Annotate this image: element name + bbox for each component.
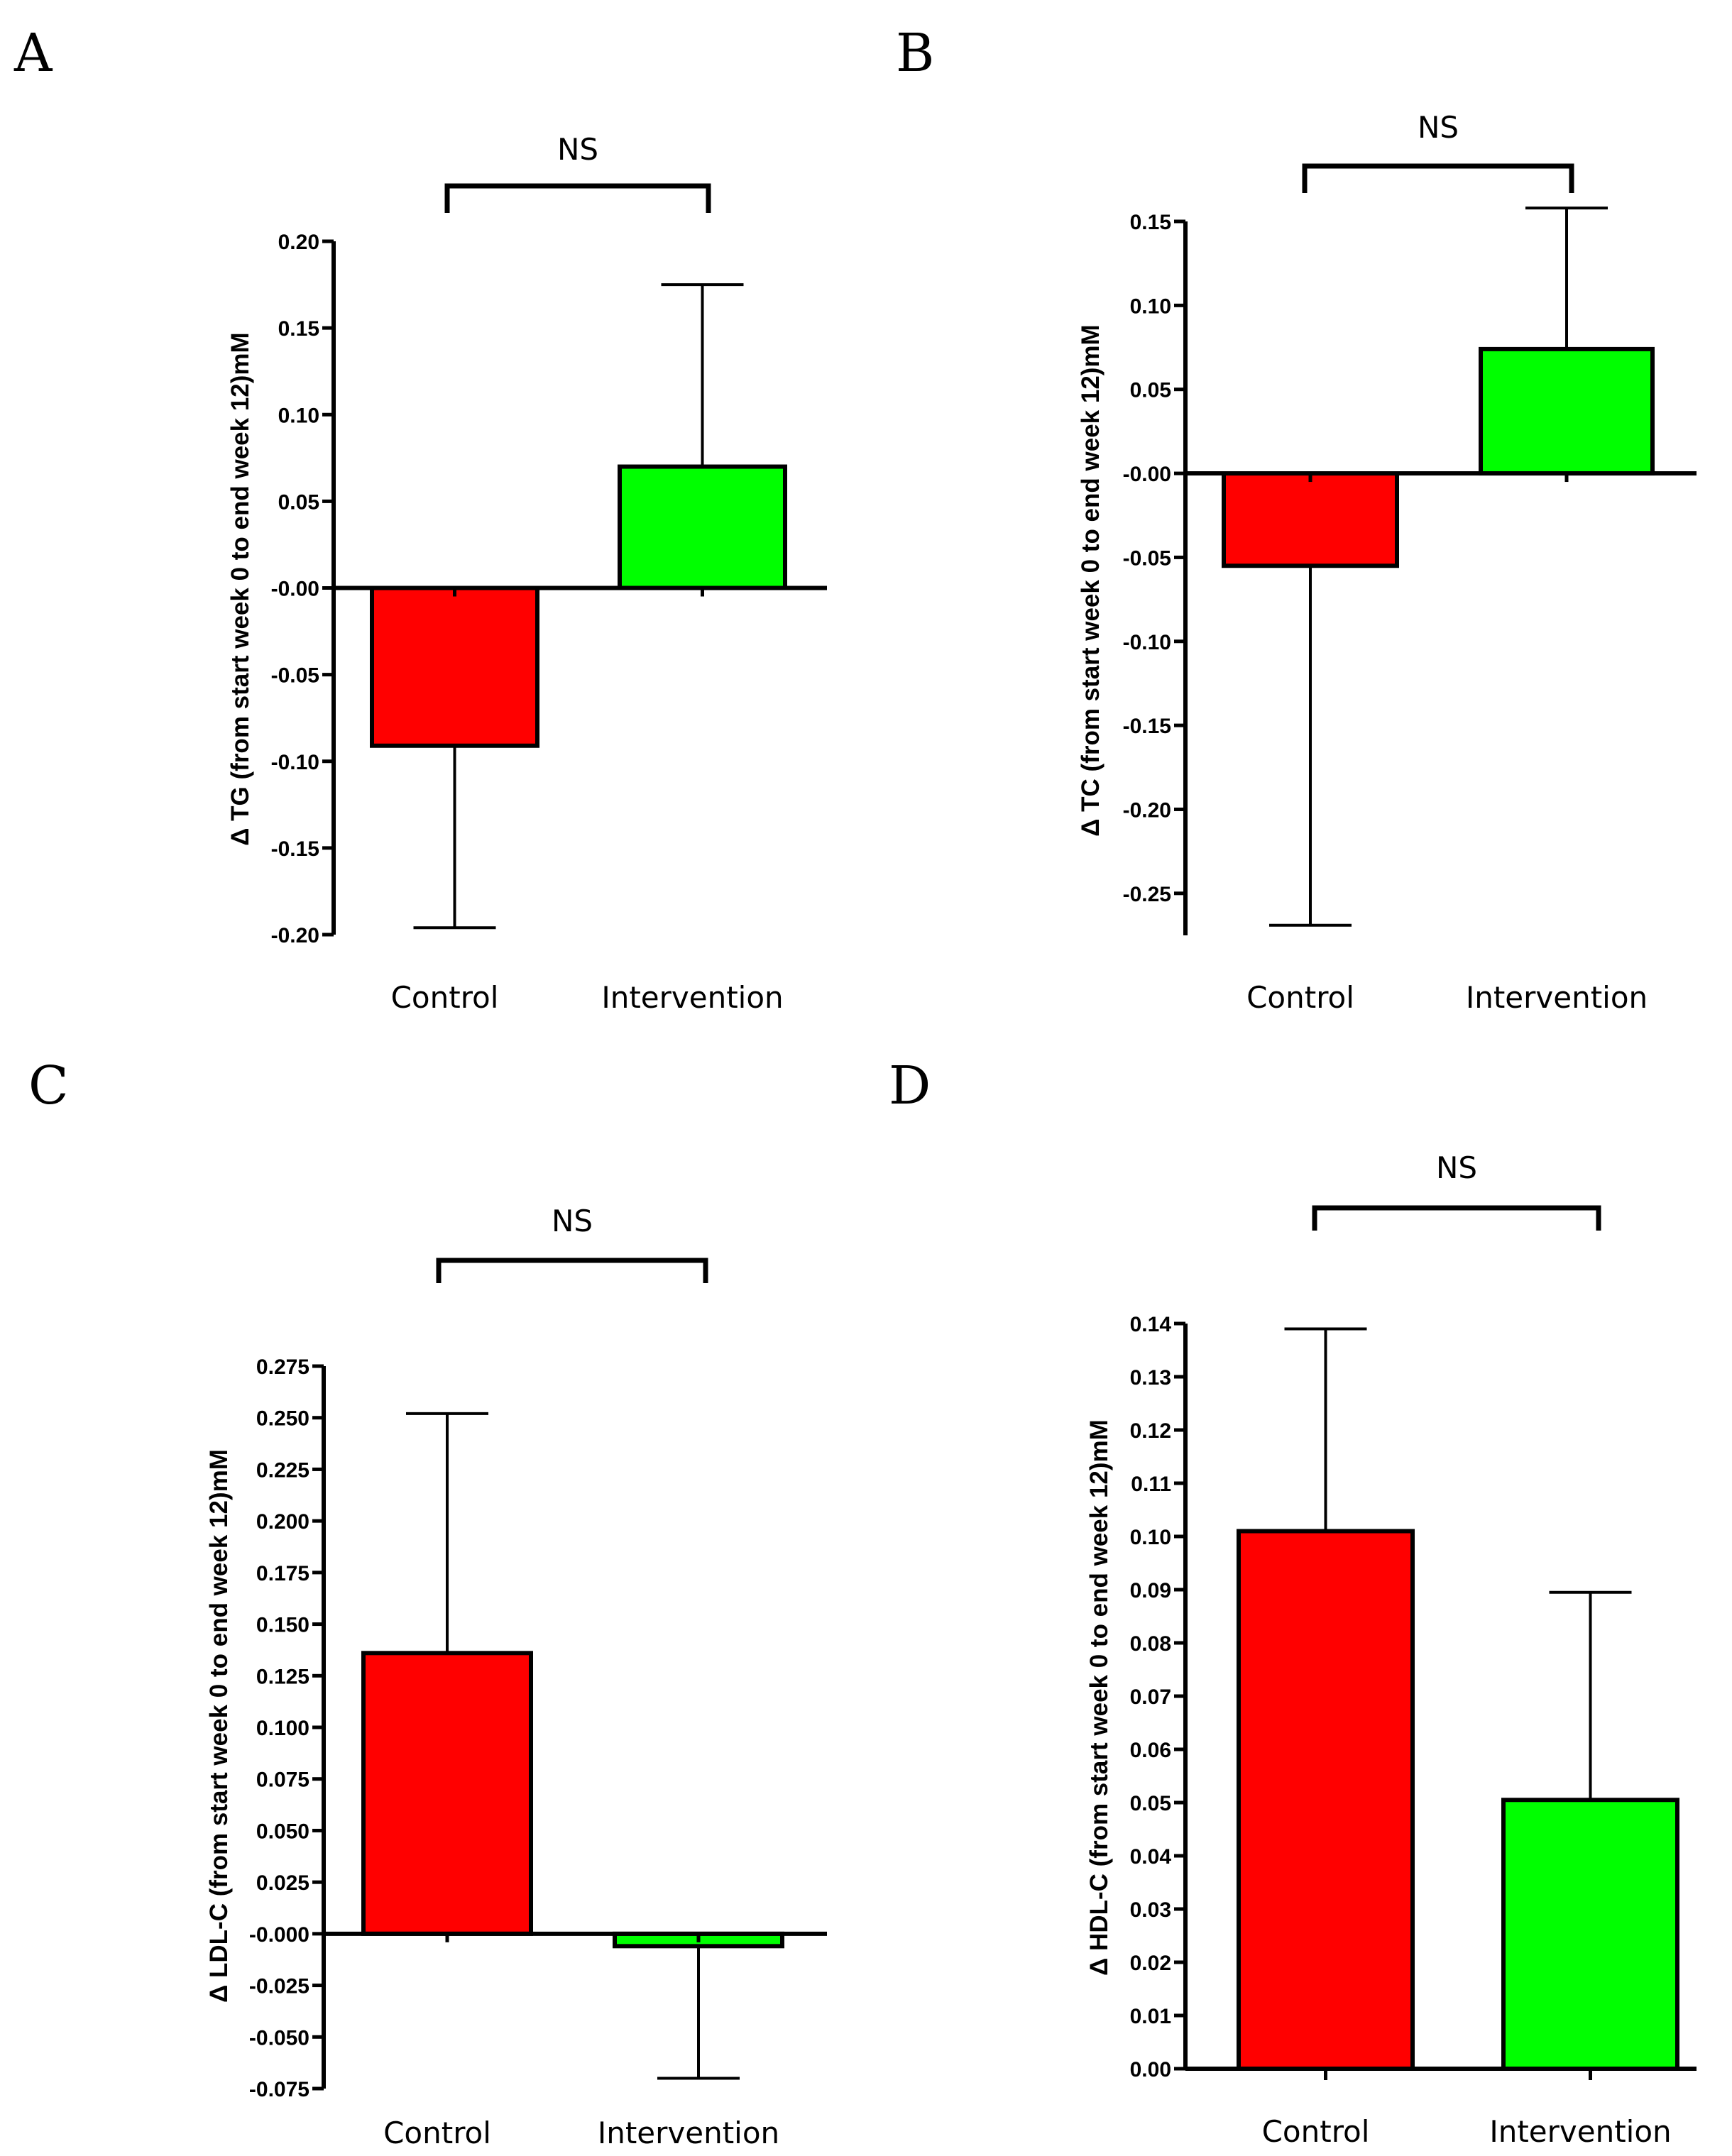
chart-panel-c: C 0.275 0.250 0.225 0.200 0.175 0.150 0.125 0.10… (28, 1055, 827, 2150)
x-category-label: Control (391, 980, 499, 1015)
y-tick-label: 0.150 (256, 1614, 309, 1637)
y-tick-label: 0.01 (1130, 2005, 1171, 2028)
y-tick-label: 0.00 (1130, 2058, 1171, 2081)
y-tick-label: 0.09 (1130, 1579, 1171, 1602)
y-tick-label: 0.200 (256, 1510, 309, 1534)
y-tick-label: -0.05 (271, 664, 319, 688)
y-tick-label: 0.11 (1131, 1473, 1171, 1496)
x-category-label: Intervention (1466, 980, 1648, 1015)
y-axis-label: Δ LDL-C (from start week 0 to end week 1… (205, 1449, 233, 2003)
y-tick-label: 0.225 (256, 1458, 309, 1482)
y-tick-label: 0.10 (1130, 1526, 1171, 1549)
bar-control (1237, 1529, 1415, 2071)
y-tick-label: 0.050 (256, 1820, 309, 1843)
y-tick-label: -0.075 (249, 2078, 309, 2101)
y-tick-label: -0.15 (271, 837, 319, 861)
y-tick-label: 0.06 (1130, 1739, 1171, 1762)
significance-label: NS (1436, 1150, 1477, 1185)
panel-label: D (889, 1055, 931, 1116)
y-tick-label: 0.250 (256, 1407, 309, 1431)
y-tick-label: -0.25 (1123, 883, 1171, 906)
y-tick-label: 0.05 (1130, 1792, 1171, 1815)
y-tick-label: 0.05 (278, 490, 319, 514)
y-tick-label: -0.025 (249, 1975, 309, 1998)
bar-control (361, 1651, 533, 1936)
significance-bracket (1312, 1205, 1601, 1231)
y-tick-label: 0.03 (1130, 1898, 1171, 1922)
y-tick-label: 0.05 (1130, 379, 1171, 402)
y-tick-label: -0.15 (1123, 715, 1171, 738)
significance-bracket (1302, 163, 1574, 193)
y-tick-label: 0.10 (1130, 295, 1171, 318)
x-category-label: Intervention (1489, 2114, 1671, 2149)
y-tick-label: -0.00 (271, 578, 319, 601)
y-tick-label: 0.15 (1130, 211, 1171, 234)
panel-label: A (13, 23, 53, 84)
significance-bracket (444, 183, 711, 213)
y-tick-label: 0.100 (256, 1717, 309, 1740)
x-category-label: Intervention (601, 980, 783, 1015)
y-axis-label: Δ TC (from start week 0 to end week 12)m… (1077, 324, 1105, 836)
x-category-label: Control (383, 2116, 491, 2150)
y-tick-label: 0.14 (1130, 1313, 1172, 1336)
y-tick-label: 0.02 (1130, 1952, 1171, 1975)
y-tick-label: 0.175 (256, 1562, 309, 1585)
y-axis-label: Δ TG (from start week 0 to end week 12)m… (226, 332, 254, 845)
y-tick-label: -0.050 (249, 2026, 309, 2050)
chart-panel-a: A 0.20 0.15 0.10 0.05 -0.00 -0.05 -0.10 -0.15 -0.… (13, 23, 827, 1015)
y-tick-label: 0.12 (1130, 1419, 1171, 1443)
y-tick-label: 0.04 (1130, 1845, 1172, 1869)
y-tick-label: 0.10 (278, 404, 319, 427)
y-tick-label: -0.20 (271, 924, 319, 947)
y-tick-label: 0.20 (278, 231, 319, 254)
significance-label: NS (552, 1204, 593, 1238)
panel-label: B (896, 23, 934, 84)
bar-intervention (618, 464, 787, 590)
bar-intervention (1501, 1798, 1679, 2071)
y-tick-label: -0.05 (1123, 546, 1171, 570)
y-tick-label: 0.025 (256, 1871, 309, 1895)
chart-panel-b: B 0.15 0.10 0.05 -0.00 -0.05 -0.10 -0.15 -0.20 -0… (896, 23, 1697, 1015)
y-tick-label: 0.07 (1130, 1685, 1171, 1709)
y-tick-label: -0.000 (249, 1923, 309, 1947)
bar-control (370, 585, 539, 748)
y-tick-label: -0.00 (1123, 463, 1171, 486)
y-tick-label: 0.08 (1130, 1632, 1171, 1656)
y-tick-label: 0.125 (256, 1665, 309, 1688)
y-axis-label: Δ HDL-C (from start week 0 to end week 1… (1085, 1419, 1113, 1976)
significance-label: NS (1418, 110, 1459, 145)
y-tick-label: 0.275 (256, 1355, 309, 1379)
y-tick-label: -0.20 (1123, 798, 1171, 822)
panel-label: C (28, 1055, 69, 1116)
x-category-label: Intervention (598, 2116, 779, 2150)
y-tick-label: 0.075 (256, 1769, 309, 1792)
chart-panel-d: D 0.14 0.13 0.12 0.11 0.10 0.09 0.08 0.07 0.06 0.0… (889, 1055, 1697, 2149)
y-tick-label: 0.13 (1130, 1366, 1171, 1390)
bar-intervention (1479, 346, 1655, 476)
y-tick-label: 0.15 (278, 317, 319, 341)
x-category-label: Control (1262, 2114, 1370, 2149)
bar-control (1222, 471, 1399, 568)
significance-label: NS (557, 132, 598, 167)
y-tick-label: -0.10 (1123, 631, 1171, 654)
x-category-label: Control (1246, 980, 1354, 1015)
y-tick-label: -0.10 (271, 751, 319, 774)
significance-bracket (436, 1258, 708, 1283)
